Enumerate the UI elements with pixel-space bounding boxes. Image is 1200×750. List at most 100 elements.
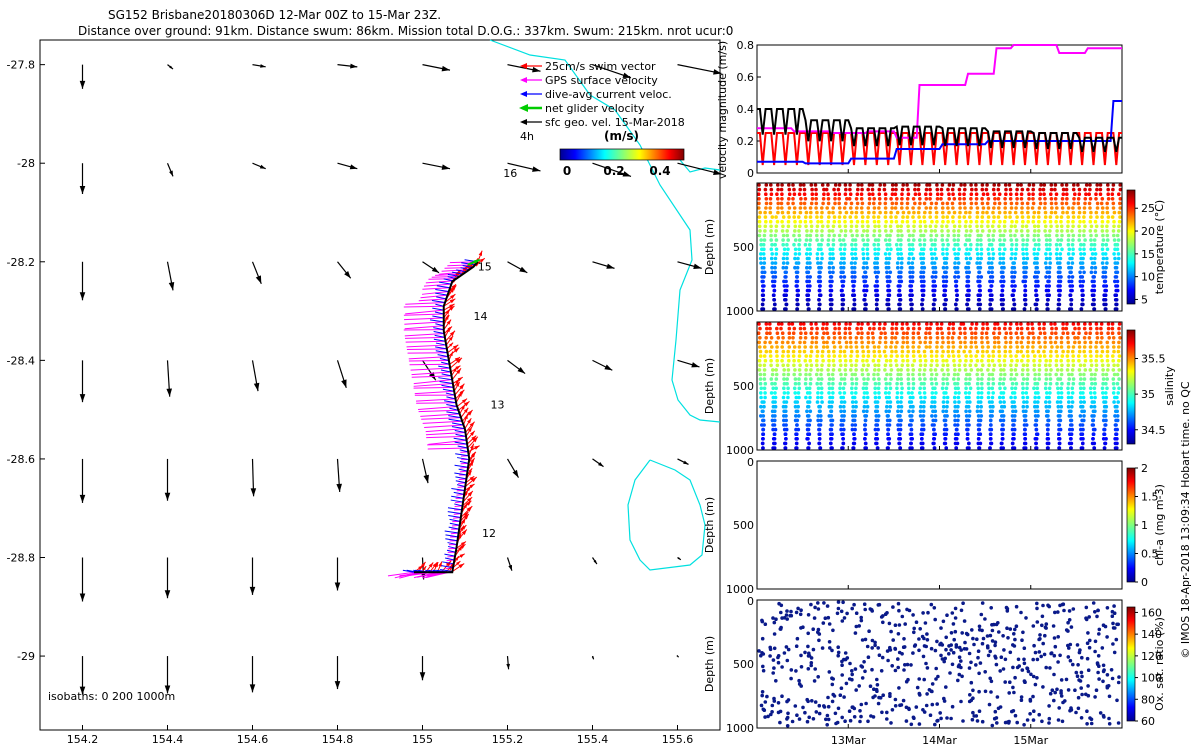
profile-point xyxy=(888,372,893,377)
profile-point xyxy=(1003,349,1008,354)
profile-point xyxy=(877,206,881,210)
profile-point xyxy=(828,247,832,252)
profile-point xyxy=(946,229,950,233)
profile-point xyxy=(931,441,935,446)
profile-point xyxy=(1022,423,1027,427)
title-line-1: SG152 Brisbane20180306D 12-Mar 00Z to 15… xyxy=(108,8,441,22)
isobaths-label: isobaths: 0 200 1000m xyxy=(48,690,175,703)
oxygen-point xyxy=(885,611,889,615)
profile-point xyxy=(768,206,772,210)
oxygen-point xyxy=(761,652,766,656)
profile-point xyxy=(1115,242,1120,247)
oxygen-point xyxy=(891,638,895,642)
net-velocity-arrow-head xyxy=(474,259,480,264)
oxygen-point xyxy=(1053,690,1057,695)
oxygen-point xyxy=(784,645,789,649)
oxygen-point xyxy=(1071,607,1076,611)
profile-point xyxy=(860,210,864,215)
profile-point xyxy=(865,409,869,414)
oxygen-point xyxy=(867,629,871,633)
oxygen-point xyxy=(838,693,843,697)
profile-point xyxy=(953,409,957,414)
profile-point xyxy=(945,247,949,252)
profile-point xyxy=(1112,345,1116,349)
profile-point xyxy=(1020,336,1025,340)
profile-point xyxy=(906,372,911,377)
profile-point xyxy=(1091,432,1096,437)
profile-point xyxy=(1021,363,1026,368)
profile-point xyxy=(808,265,812,270)
sfc-velocity-arrow-head xyxy=(441,164,450,170)
oxygen-point xyxy=(889,721,893,725)
profile-point xyxy=(855,233,859,238)
profile-point xyxy=(798,224,802,229)
profile-point xyxy=(805,279,809,284)
profile-point xyxy=(909,437,913,441)
profile-point xyxy=(981,326,985,331)
profile-point xyxy=(1038,187,1042,192)
oxygen-point xyxy=(762,708,767,712)
profile-point xyxy=(953,265,957,270)
sfc-velocity-arrow-head xyxy=(336,483,342,492)
swim-vector-arrow-head xyxy=(478,250,483,256)
profile-point xyxy=(1065,354,1070,358)
profile-point xyxy=(820,256,824,261)
profile-point xyxy=(1089,256,1094,261)
velocity-y-ticks: 00.20.40.60.8 xyxy=(737,39,761,180)
profile-point xyxy=(1088,349,1093,354)
profile-point xyxy=(804,395,808,400)
profile-point xyxy=(831,391,835,395)
dive-avg-current-arrow xyxy=(454,441,468,445)
profile-point xyxy=(908,293,912,298)
map-ytick-label: -28.2 xyxy=(7,256,35,269)
profile-point xyxy=(843,224,848,229)
profile-point xyxy=(958,358,962,363)
profile-point xyxy=(956,242,960,247)
oxygen-point xyxy=(809,602,813,607)
profile-point xyxy=(930,395,935,400)
profile-point xyxy=(1022,414,1027,418)
profile-point xyxy=(1032,386,1036,391)
profile-point xyxy=(791,197,795,201)
profile-point xyxy=(1023,298,1028,302)
profile-point xyxy=(829,437,833,441)
profile-point xyxy=(1033,391,1038,395)
profile-point xyxy=(885,423,890,427)
profile-point xyxy=(843,331,848,336)
profile-point xyxy=(1072,201,1076,206)
profile-point xyxy=(1077,349,1082,354)
profile-point xyxy=(951,354,956,358)
profile-point xyxy=(843,336,847,340)
profile-point xyxy=(978,409,983,414)
profile-point xyxy=(781,224,785,229)
oxygen-point xyxy=(1039,654,1043,659)
profile-point xyxy=(989,242,994,247)
profile-point xyxy=(954,288,959,293)
profile-point xyxy=(1104,391,1108,395)
oxygen-point xyxy=(785,609,789,613)
oxygen-point xyxy=(1038,633,1042,637)
oxygen-point xyxy=(860,676,865,680)
profile-point xyxy=(979,275,984,279)
profile-point xyxy=(888,224,893,229)
profile-point xyxy=(1098,183,1103,187)
profile-point xyxy=(894,345,898,349)
profile-point xyxy=(776,336,781,340)
profile-point xyxy=(941,363,945,368)
profile-point xyxy=(759,395,763,400)
profile-point xyxy=(775,345,779,349)
profile-point xyxy=(1015,183,1020,187)
profile-point xyxy=(763,345,767,349)
profile-point xyxy=(989,423,993,427)
oxygen-point xyxy=(1015,720,1019,725)
profile-point xyxy=(791,183,795,187)
profile-point xyxy=(1071,322,1076,326)
profile-point xyxy=(1068,432,1072,437)
profile-point xyxy=(840,414,844,418)
profile-point xyxy=(1032,275,1037,279)
oxygen-point xyxy=(905,607,909,612)
profile-point xyxy=(805,414,810,418)
profile-point xyxy=(888,404,893,409)
profile-point xyxy=(1071,349,1075,354)
profile-point xyxy=(1049,349,1053,354)
